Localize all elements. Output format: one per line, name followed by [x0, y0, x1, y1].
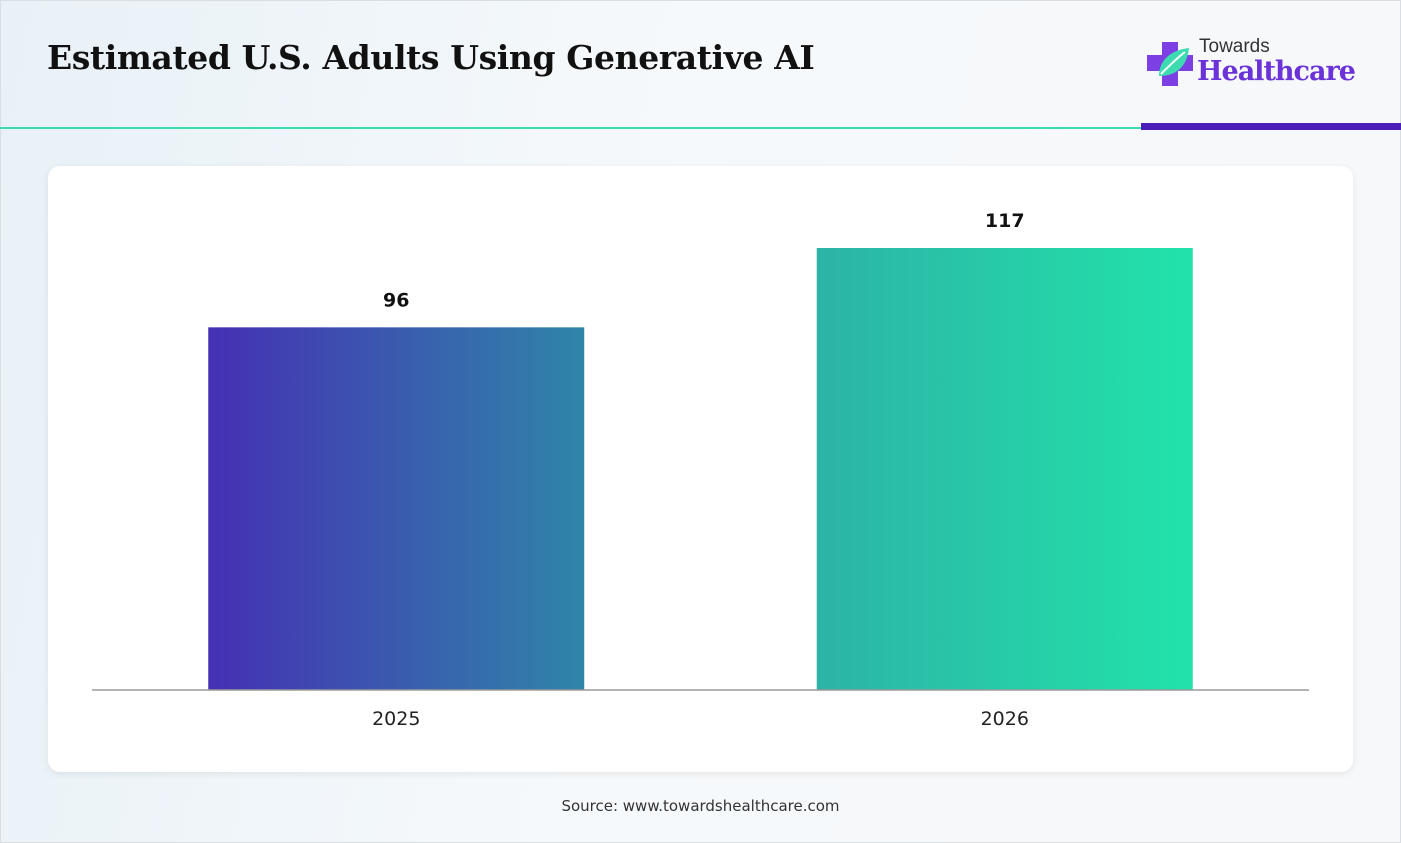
header-divider-purple [1141, 123, 1401, 130]
bar-2025 [208, 327, 585, 690]
data-label-2026: 117 [985, 210, 1025, 232]
x-tick-label-2026: 2026 [981, 708, 1029, 730]
data-label-2025: 96 [383, 289, 409, 311]
x-tick-label-2025: 2025 [372, 708, 420, 730]
page-title: Estimated U.S. Adults Using Generative A… [47, 38, 815, 77]
header-divider-green [0, 127, 1141, 129]
bar-2026 [816, 248, 1193, 690]
logo-text-healthcare: Healthcare [1197, 56, 1356, 87]
bar-chart: 96 2025 117 2026 [92, 210, 1309, 730]
medical-cross-leaf-icon [1147, 42, 1193, 86]
brand-logo: Towards Healthcare [1145, 36, 1375, 96]
chart-card: 96 2025 117 2026 [48, 166, 1353, 772]
source-caption: Source: www.towardshealthcare.com [561, 797, 840, 815]
logo-text-towards: Towards [1199, 36, 1270, 57]
